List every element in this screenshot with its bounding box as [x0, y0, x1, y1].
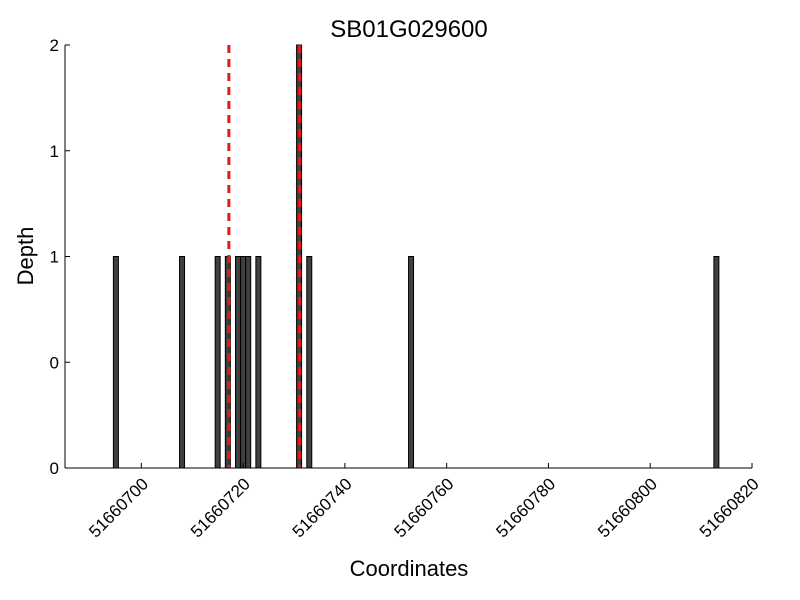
y-tick-label: 0 [50, 353, 59, 372]
reference-lines-group [227, 45, 302, 468]
bar-51660753 [408, 256, 415, 469]
bar-51660723 [255, 256, 262, 469]
bar-51660733 [306, 256, 313, 469]
y-tick-label: 1 [50, 248, 59, 267]
bar-51660708 [179, 256, 186, 469]
bar-51660721 [245, 256, 252, 469]
bar-51660715 [214, 256, 221, 469]
bars-group [112, 44, 720, 469]
x-axis-label: Coordinates [350, 556, 469, 581]
x-tick-label: 51660780 [492, 474, 559, 541]
y-tick-label: 1 [50, 142, 59, 161]
x-tick-label: 51660820 [696, 474, 763, 541]
x-tick-label: 51660700 [85, 474, 152, 541]
y-axis-label: Depth [13, 227, 38, 286]
bar-51660719 [235, 256, 242, 469]
chart-title: SB01G029600 [330, 16, 487, 43]
bar-51660813 [713, 256, 720, 469]
y-ticks-group: 0 0 1 1 2 [50, 36, 70, 478]
x-ticks-group: 51660700 51660720 51660740 51660760 51660780… [85, 463, 763, 541]
x-tick-label: 51660760 [391, 474, 458, 541]
x-tick-label: 51660800 [594, 474, 661, 541]
x-tick-label: 51660740 [289, 474, 356, 541]
bar-51660695 [112, 256, 119, 469]
y-tick-label: 0 [50, 459, 59, 478]
bar-51660720 [240, 256, 247, 469]
y-tick-label: 2 [50, 36, 59, 55]
x-tick-label: 51660720 [187, 474, 254, 541]
